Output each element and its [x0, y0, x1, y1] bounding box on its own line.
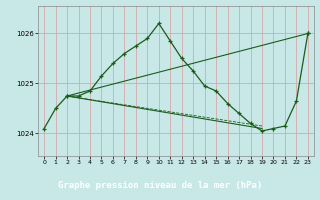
Text: Graphe pression niveau de la mer (hPa): Graphe pression niveau de la mer (hPa): [58, 180, 262, 190]
